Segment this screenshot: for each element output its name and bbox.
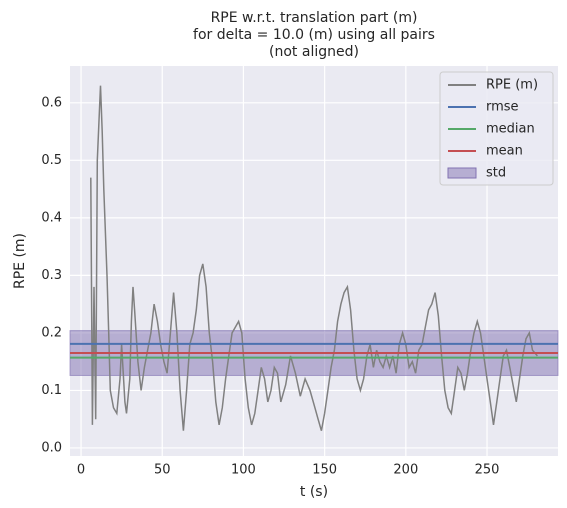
y-tick-label: 0.4 xyxy=(41,210,62,225)
y-tick-label: 0.3 xyxy=(41,268,62,283)
x-tick-label: 0 xyxy=(77,463,85,478)
x-tick-label: 250 xyxy=(475,463,500,478)
x-tick-label: 50 xyxy=(154,463,171,478)
x-tick-label: 150 xyxy=(312,463,337,478)
y-tick-label: 0.1 xyxy=(41,383,62,398)
chart-title: RPE w.r.t. translation part (m) xyxy=(211,10,418,26)
x-axis-label: t (s) xyxy=(300,484,328,500)
legend-label: std xyxy=(486,166,506,181)
y-tick-label: 0.6 xyxy=(41,95,62,110)
y-tick-label: 0.0 xyxy=(41,440,62,455)
legend-box xyxy=(439,71,554,186)
y-tick-label: 0.2 xyxy=(41,325,62,340)
x-tick-label: 200 xyxy=(393,463,418,478)
y-tick-label: 0.5 xyxy=(41,153,62,168)
legend: RPE (m) rmse median mean std xyxy=(439,71,554,186)
legend-label: rmse xyxy=(486,100,519,115)
chart-title: (not aligned) xyxy=(269,44,359,60)
legend-label: mean xyxy=(486,144,523,159)
rpe-line xyxy=(90,85,538,431)
legend-swatch xyxy=(447,167,477,179)
legend-label: median xyxy=(486,122,535,137)
chart-title: for delta = 10.0 (m) using all pairs xyxy=(193,27,435,43)
x-tick-label: 100 xyxy=(231,463,256,478)
y-axis-label: RPE (m) xyxy=(12,233,28,289)
legend-label: RPE (m) xyxy=(486,78,538,93)
